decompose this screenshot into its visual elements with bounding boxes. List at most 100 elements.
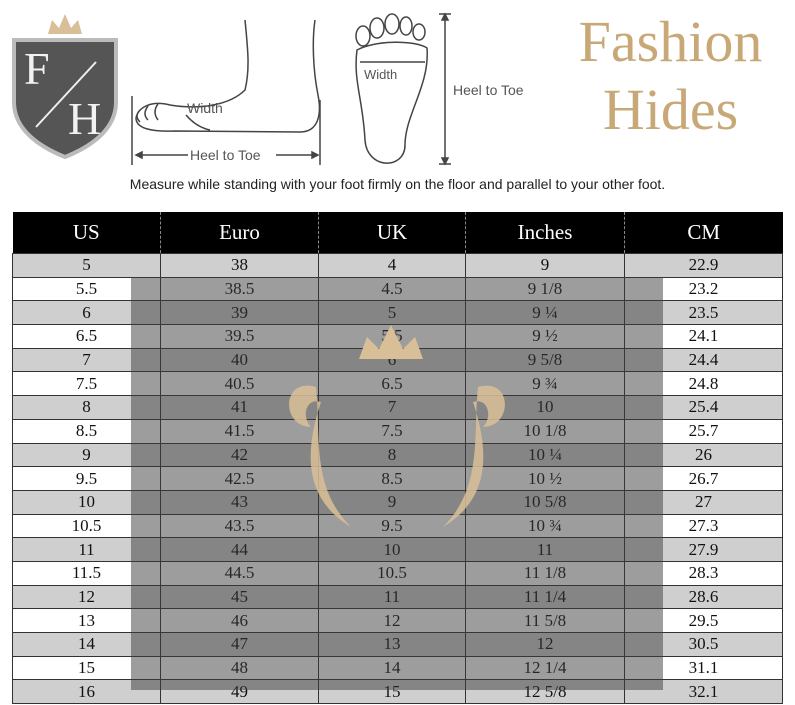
cell-euro: 44	[160, 537, 319, 562]
table-row: 14 47 13 12 30.5	[12, 632, 783, 657]
top-heel-to-toe-label: Heel to Toe	[453, 82, 524, 98]
cell-euro: 41	[160, 395, 319, 420]
cell-uk: 9	[318, 489, 466, 515]
cell-inches: 11	[465, 537, 625, 562]
cell-us: 14	[12, 632, 161, 657]
cell-euro: 39	[160, 300, 319, 326]
monogram-shield: F H	[6, 12, 124, 162]
table-row: 6 39 5 9 ¼ 23.5	[12, 300, 783, 326]
cell-inches: 11 1/4	[465, 584, 625, 610]
cell-us: 6.5	[12, 324, 161, 349]
cell-uk: 10	[318, 537, 466, 562]
cell-inches: 12 5/8	[465, 679, 625, 705]
side-width-label: Width	[187, 100, 223, 116]
top-width-label: Width	[364, 67, 398, 82]
header-cm: CM	[624, 212, 783, 254]
table-row: 8 41 7 10 25.4	[12, 395, 783, 420]
table-row: 9.5 42.5 8.5 10 ½ 26.7	[12, 466, 783, 491]
cell-cm: 27	[624, 489, 783, 515]
cell-uk: 8	[318, 442, 466, 468]
side-heel-to-toe-label: Heel to Toe	[190, 147, 261, 163]
cell-cm: 32.1	[624, 679, 783, 705]
table-row: 12 45 11 11 1/4 28.6	[12, 584, 783, 610]
cell-uk: 4.5	[318, 276, 466, 302]
header-us: US	[12, 212, 161, 254]
cell-inches: 9 ¾	[465, 371, 625, 397]
cell-uk: 15	[318, 679, 466, 705]
cell-uk: 7	[318, 395, 466, 420]
cell-inches: 9 ½	[465, 324, 625, 349]
cell-inches: 11 1/8	[465, 560, 625, 586]
cell-cm: 27.9	[624, 537, 783, 562]
table-row: 15 48 14 12 1/4 31.1	[12, 655, 783, 681]
cell-cm: 30.5	[624, 632, 783, 657]
cell-euro: 48	[160, 655, 319, 681]
cell-cm: 28.6	[624, 584, 783, 610]
cell-inches: 12	[465, 632, 625, 657]
size-chart-table: US Euro UK Inches CM 5 38 4 9 22.9 5.5 38.5 4.5…	[12, 212, 783, 705]
cell-us: 7	[12, 347, 161, 373]
cell-us: 7.5	[12, 371, 161, 397]
table-row: 5.5 38.5 4.5 9 1/8 23.2	[12, 276, 783, 302]
header-uk: UK	[318, 212, 466, 254]
cell-uk: 8.5	[318, 466, 466, 491]
shield-icon	[12, 14, 118, 160]
table-row: 8.5 41.5 7.5 10 1/8 25.7	[12, 418, 783, 444]
cell-euro: 38	[160, 253, 319, 278]
cell-inches: 10 ½	[465, 466, 625, 491]
cell-inches: 10	[465, 395, 625, 420]
cell-cm: 26	[624, 442, 783, 468]
cell-inches: 9	[465, 253, 625, 278]
cell-us: 9.5	[12, 466, 161, 491]
table-row: 5 38 4 9 22.9	[12, 253, 783, 278]
table-row: 7 40 6 9 5/8 24.4	[12, 347, 783, 373]
cell-uk: 6	[318, 347, 466, 373]
cell-inches: 10 1/8	[465, 418, 625, 444]
cell-cm: 24.8	[624, 371, 783, 397]
table-row: 13 46 12 11 5/8 29.5	[12, 608, 783, 633]
cell-euro: 40.5	[160, 371, 319, 397]
cell-uk: 7.5	[318, 418, 466, 444]
cell-us: 10	[12, 489, 161, 515]
cell-inches: 9 5/8	[465, 347, 625, 373]
cell-cm: 26.7	[624, 466, 783, 491]
cell-us: 16	[12, 679, 161, 705]
side-foot-illustration	[131, 19, 321, 165]
cell-uk: 5.5	[318, 324, 466, 349]
cell-uk: 10.5	[318, 560, 466, 586]
cell-uk: 9.5	[318, 513, 466, 539]
cell-us: 12	[12, 584, 161, 610]
cell-us: 10.5	[12, 513, 161, 539]
table-row: 9 42 8 10 ¼ 26	[12, 442, 783, 468]
table-row: 16 49 15 12 5/8 32.1	[12, 679, 783, 705]
cell-euro: 38.5	[160, 276, 319, 302]
cell-uk: 14	[318, 655, 466, 681]
cell-cm: 24.1	[624, 324, 783, 349]
top-foot-illustration	[355, 12, 451, 166]
cell-cm: 25.4	[624, 395, 783, 420]
cell-cm: 29.5	[624, 608, 783, 633]
table-header-row: US Euro UK Inches CM	[12, 212, 783, 254]
cell-cm: 24.4	[624, 347, 783, 373]
cell-inches: 10 5/8	[465, 489, 625, 515]
brand-name: Fashion Hides	[578, 9, 763, 142]
cell-inches: 12 1/4	[465, 655, 625, 681]
cell-euro: 49	[160, 679, 319, 705]
cell-uk: 4	[318, 253, 466, 278]
cell-cm: 23.5	[624, 300, 783, 326]
cell-euro: 45	[160, 584, 319, 610]
cell-cm: 23.2	[624, 276, 783, 302]
cell-us: 11	[12, 537, 161, 562]
cell-uk: 6.5	[318, 371, 466, 397]
cell-us: 9	[12, 442, 161, 468]
monogram-f: F	[24, 43, 50, 94]
cell-uk: 11	[318, 584, 466, 610]
table-row: 11.5 44.5 10.5 11 1/8 28.3	[12, 560, 783, 586]
cell-cm: 25.7	[624, 418, 783, 444]
cell-cm: 28.3	[624, 560, 783, 586]
monogram-h: H	[68, 93, 102, 144]
cell-us: 5	[12, 253, 161, 278]
table-row: 6.5 39.5 5.5 9 ½ 24.1	[12, 324, 783, 349]
measure-instructions: Measure while standing with your foot fi…	[129, 176, 666, 192]
table-row: 10.5 43.5 9.5 10 ¾ 27.3	[12, 513, 783, 539]
